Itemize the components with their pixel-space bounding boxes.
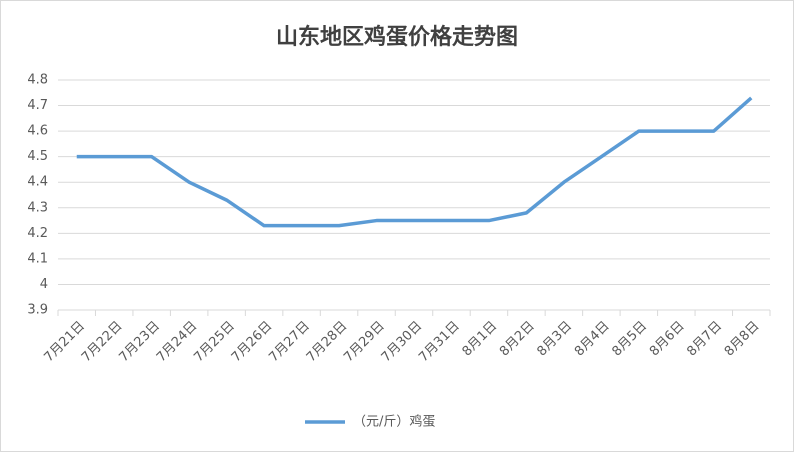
- chart-title: 山东地区鸡蛋价格走势图: [276, 24, 518, 50]
- y-tick-label: 4.3: [27, 200, 48, 215]
- y-tick-label: 3.9: [27, 303, 48, 318]
- y-tick-label: 4.4: [27, 175, 48, 190]
- y-tick-label: 4.5: [27, 149, 48, 164]
- y-tick-label: 4.1: [27, 251, 48, 266]
- y-tick-label: 4.7: [27, 98, 48, 113]
- y-tick-label: 4.2: [27, 226, 48, 241]
- data-line: [76, 96, 753, 228]
- y-tick-label: 4: [40, 277, 48, 292]
- y-tick-label: 4.6: [27, 124, 48, 139]
- y-tick-label: 4.8: [27, 73, 48, 88]
- legend-label: （元/斤）鸡蛋: [353, 414, 435, 430]
